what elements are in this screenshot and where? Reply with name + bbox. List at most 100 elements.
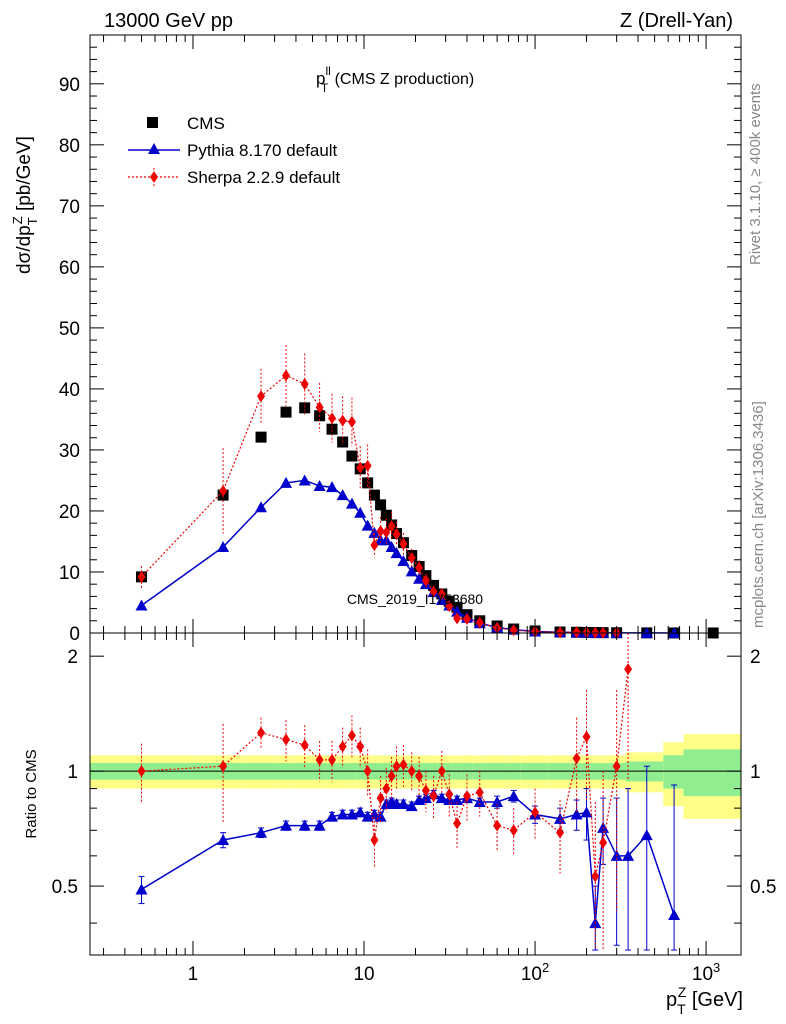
data-point-sherpa	[382, 526, 391, 539]
ratio-point-pythia	[491, 796, 504, 808]
y-tick-label: 70	[59, 197, 80, 218]
ratio-point-pythia	[326, 810, 339, 822]
ratio-point-pythia	[405, 800, 418, 812]
data-point-sherpa	[363, 459, 372, 472]
data-point-sherpa	[370, 539, 379, 552]
y-tick-label: 20	[59, 502, 80, 523]
ratio-plot-frame	[89, 632, 742, 956]
ratio-point-sherpa	[282, 733, 291, 746]
ratio-point-pythia	[622, 849, 635, 861]
y-tick-label: 90	[59, 75, 80, 96]
ratio-point-pythia	[640, 829, 653, 841]
legend-label-sherpa: Sherpa 2.2.9 default	[187, 168, 340, 187]
ratio-point-sherpa	[356, 740, 365, 753]
ratio-point-sherpa	[556, 826, 565, 839]
ratio-point-pythia	[298, 819, 311, 831]
ratio-point-sherpa	[315, 753, 324, 766]
data-point-cms	[428, 579, 440, 591]
ratio-point-pythia	[255, 826, 268, 838]
data-point-cms	[362, 477, 374, 489]
ratio-point-sherpa	[363, 765, 372, 778]
ratio-point-pythia	[507, 790, 520, 802]
data-point-pythia	[640, 626, 653, 638]
data-point-sherpa	[137, 570, 146, 583]
ratio-point-sherpa	[382, 782, 391, 795]
data-point-cms	[368, 489, 380, 501]
ratio-point-pythia	[668, 909, 681, 921]
data-point-pythia	[451, 605, 464, 617]
y-tick-label: 0	[69, 624, 80, 645]
data-point-sherpa	[219, 484, 228, 497]
ratio-point-pythia	[435, 792, 448, 804]
ratio-point-sherpa	[475, 786, 484, 799]
main-plot-title: pll T (CMS Z production)	[316, 64, 474, 95]
ratio-y-tick-label-right: 0.5	[750, 877, 776, 898]
ratio-point-sherpa	[300, 739, 309, 752]
ratio-point-sherpa	[328, 753, 337, 766]
ratio-point-sherpa	[370, 834, 379, 847]
ratio-point-pythia	[554, 812, 567, 824]
ratio-point-sherpa	[376, 792, 385, 805]
ratio-point-sherpa	[219, 760, 228, 773]
ratio-point-pythia	[451, 794, 464, 806]
data-point-sherpa	[356, 461, 365, 474]
ratio-point-pythia	[313, 819, 326, 831]
ratio-point-sherpa	[387, 770, 396, 783]
analysis-watermark: CMS_2019_I1753680	[347, 591, 483, 607]
mcplots-source-label: mcplots.cern.ch [arXiv:1306.3436]	[750, 401, 767, 628]
data-point-pythia	[313, 479, 326, 491]
data-point-sherpa	[475, 616, 484, 629]
x-tick-label: 102	[521, 960, 549, 985]
ratio-point-sherpa	[429, 790, 438, 803]
data-point-sherpa	[338, 414, 347, 427]
ratio-point-sherpa	[437, 765, 446, 778]
ratio-point-pythia	[419, 792, 432, 804]
ratio-point-sherpa	[572, 752, 581, 765]
data-point-sherpa	[407, 551, 416, 564]
ratio-point-sherpa	[137, 765, 146, 778]
data-point-pythia	[385, 540, 398, 552]
ratio-point-sherpa	[462, 790, 471, 803]
data-point-pythia	[135, 599, 148, 611]
ratio-y-axis: 0.5 0.5 1 1 2 2	[52, 647, 776, 924]
data-point-cms	[326, 423, 338, 435]
data-point-cms	[255, 431, 267, 443]
data-point-sherpa	[421, 574, 430, 587]
ratio-y-tick-label-right: 2	[750, 647, 761, 668]
header-right-label: Z (Drell-Yan)	[620, 10, 733, 32]
ratio-point-sherpa	[445, 788, 454, 801]
main-y-axis: 0 10 20 30 40 50 60 70 80 90	[59, 46, 741, 645]
data-point-sherpa	[392, 528, 401, 541]
data-point-cms	[380, 509, 392, 521]
ratio-point-sherpa	[257, 726, 266, 739]
ratio-point-pythia	[135, 883, 148, 895]
ratio-point-pythia	[473, 796, 486, 808]
ratio-point-sherpa	[338, 740, 347, 753]
legend-marker-cms	[147, 117, 158, 128]
ratio-y-axis-label: Ratio to CMS	[23, 749, 40, 838]
data-point-sherpa	[347, 415, 356, 428]
data-point-sherpa	[437, 587, 446, 600]
data-point-sherpa	[415, 561, 424, 574]
ratio-point-pythia	[280, 819, 293, 831]
ratio-point-sherpa	[392, 760, 401, 773]
data-point-sherpa	[572, 626, 581, 639]
series-line-sherpa	[141, 374, 617, 634]
ratio-point-sherpa	[453, 817, 462, 830]
data-point-pythia	[413, 572, 426, 584]
data-point-sherpa	[282, 369, 291, 382]
ratio-point-sherpa	[421, 784, 430, 797]
ratio-point-sherpa	[415, 770, 424, 783]
data-point-pythia	[361, 519, 374, 531]
ratio-point-pythia	[217, 834, 230, 846]
ratio-point-sherpa	[407, 765, 416, 778]
data-point-sherpa	[376, 525, 385, 538]
data-point-sherpa	[556, 626, 565, 639]
data-point-pythia	[326, 481, 339, 493]
ratio-plot-content	[135, 633, 681, 951]
x-tick-label: 1	[188, 964, 199, 985]
data-point-cms	[375, 499, 387, 511]
ratio-point-sherpa	[612, 760, 621, 773]
data-point-pythia	[397, 554, 410, 566]
